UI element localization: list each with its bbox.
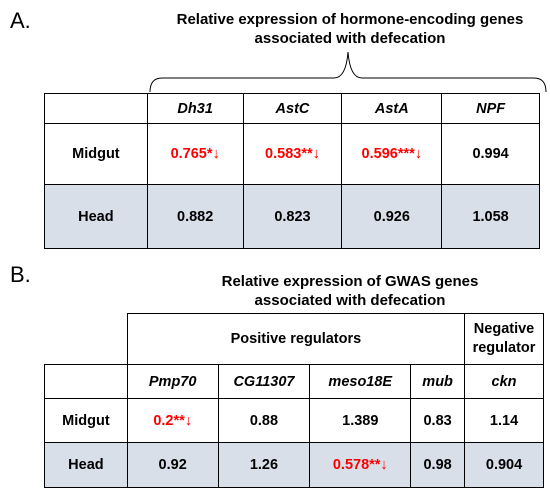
- panel-b-value-cell: 0.904: [464, 442, 544, 488]
- panel-b-value-cell: 0.92: [126, 442, 219, 488]
- panel-b-gene-header: mub: [410, 364, 466, 399]
- panel-a-corner-cell: [44, 93, 148, 124]
- panel-b-head-row: Head 0.92 1.26 0.578**↓ 0.98 0.904: [44, 442, 544, 488]
- panel-a-gene-header: AstC: [242, 93, 343, 124]
- panel-a-value-cell: 1.058: [441, 184, 540, 249]
- panel-b-gene-header: CG11307: [217, 364, 311, 399]
- panel-a-row-label: Head: [44, 184, 148, 249]
- panel-b-value-cell: 0.83: [410, 398, 466, 443]
- panel-b-value-cell: 1.389: [309, 398, 412, 443]
- negative-regulator-line1: Negative: [473, 321, 535, 337]
- panel-a-caption-line2: associated with defecation: [254, 30, 446, 47]
- panel-a-gene-header: NPF: [441, 93, 540, 124]
- panel-a-table: Dh31 AstC AstA NPF Midgut 0.765*↓ 0.583*…: [44, 93, 540, 249]
- panel-a-caption-line1: Relative expression of hormone-encoding …: [176, 11, 524, 28]
- panel-b-group-row: Positive regulators Negative regulator: [44, 313, 544, 365]
- panel-a-value-cell: 0.596***↓: [341, 123, 443, 185]
- panel-b-caption: Relative expression of GWAS genes associ…: [170, 272, 530, 310]
- panel-a-row-label: Midgut: [44, 123, 148, 185]
- panel-a-head-row: Head 0.882 0.823 0.926 1.058: [44, 184, 540, 249]
- panel-a-value-cell: 0.882: [146, 184, 244, 249]
- panel-a-value-cell: 0.823: [242, 184, 343, 249]
- panel-a-value-cell: 0.994: [441, 123, 540, 185]
- panel-b-row-header-blank: [44, 364, 128, 399]
- panel-b-value-cell: 0.88: [217, 398, 311, 443]
- panel-a-gene-header: AstA: [341, 93, 443, 124]
- panel-b-value-cell: 0.98: [410, 442, 466, 488]
- panel-b-corner-cell: [44, 313, 128, 365]
- panel-b-row-label: Midgut: [44, 398, 128, 443]
- panel-b-table: Positive regulators Negative regulator P…: [44, 313, 544, 488]
- panel-b-value-cell: 0.2**↓: [126, 398, 219, 443]
- panel-b-value-cell: 0.578**↓: [309, 442, 412, 488]
- panel-b-value-cell: 1.14: [464, 398, 544, 443]
- panel-a-header-row: Dh31 AstC AstA NPF: [44, 93, 540, 124]
- panel-b-midgut-row: Midgut 0.2**↓ 0.88 1.389 0.83 1.14: [44, 398, 544, 443]
- panel-b-gene-header: ckn: [464, 364, 544, 399]
- panel-b-caption-line1: Relative expression of GWAS genes: [221, 273, 479, 290]
- panel-a-gene-header: Dh31: [146, 93, 244, 124]
- panel-b-value-cell: 1.26: [217, 442, 311, 488]
- panel-a-value-cell: 0.583**↓: [242, 123, 343, 185]
- panel-a-caption: Relative expression of hormone-encoding …: [150, 10, 550, 48]
- panel-b-caption-line2: associated with defecation: [254, 292, 446, 309]
- positive-regulators-header: Positive regulators: [126, 313, 466, 365]
- panel-b-header-row: Pmp70 CG11307 meso18E mub ckn: [44, 364, 544, 399]
- panel-a-brace: [149, 51, 547, 93]
- panel-a-value-cell: 0.765*↓: [146, 123, 244, 185]
- panel-a-value-cell: 0.926: [341, 184, 443, 249]
- panel-b-gene-header: Pmp70: [126, 364, 219, 399]
- panel-a-label: A.: [10, 8, 31, 33]
- panel-a-midgut-row: Midgut 0.765*↓ 0.583**↓ 0.596***↓ 0.994: [44, 123, 540, 185]
- negative-regulator-line2: regulator: [472, 340, 536, 356]
- panel-b-row-label: Head: [44, 442, 128, 488]
- panel-b-label: B.: [10, 262, 31, 287]
- panel-b-gene-header: meso18E: [309, 364, 412, 399]
- negative-regulator-header: Negative regulator: [464, 313, 544, 365]
